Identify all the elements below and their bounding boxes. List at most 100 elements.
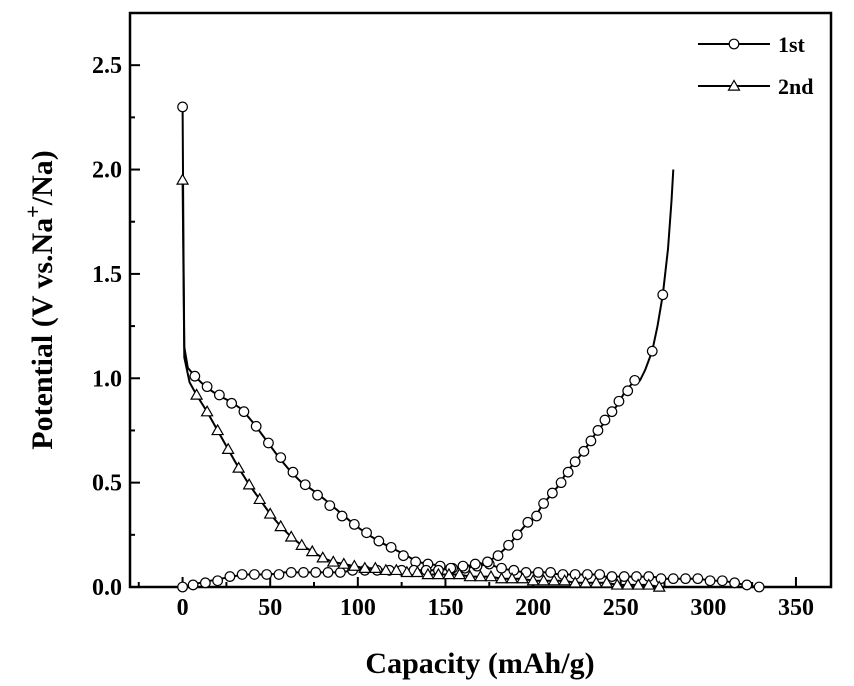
circle-marker xyxy=(716,575,728,587)
circle-marker xyxy=(373,535,385,547)
circle-marker xyxy=(594,569,606,580)
circle-marker xyxy=(522,516,534,528)
circle-marker xyxy=(532,566,544,578)
circle-marker xyxy=(578,445,590,457)
circle-marker xyxy=(546,487,558,499)
x-tick-label: 300 xyxy=(690,595,726,621)
circle-marker xyxy=(618,571,630,582)
circle-marker xyxy=(655,573,667,585)
circle-marker xyxy=(741,579,753,591)
x-axis-title: Capacity (mAh/g) xyxy=(365,647,594,680)
triangle-marker xyxy=(600,576,614,588)
triangle-marker xyxy=(579,576,593,588)
x-tick-label: 0 xyxy=(177,595,189,621)
circle-marker xyxy=(287,466,299,478)
circle-marker xyxy=(273,569,285,580)
circle-marker xyxy=(385,541,397,553)
triangle-marker xyxy=(200,404,214,417)
triangle-marker xyxy=(494,571,509,584)
triangle-marker xyxy=(368,561,382,573)
y-tick-label: 1.0 xyxy=(92,366,122,392)
circle-marker xyxy=(728,38,740,50)
y-tick-label: 2.0 xyxy=(92,158,122,184)
circle-marker xyxy=(177,101,188,113)
triangle-marker xyxy=(274,519,288,532)
y-tick-label: 2.5 xyxy=(92,53,122,79)
triangle-marker xyxy=(610,578,624,590)
triangle-marker xyxy=(652,580,666,592)
triangle-marker xyxy=(379,563,393,576)
circle-marker xyxy=(236,569,248,580)
circle-marker xyxy=(511,529,523,541)
circle-marker xyxy=(492,550,504,562)
circle-marker xyxy=(585,435,597,447)
triangle-marker xyxy=(526,574,540,586)
circle-marker xyxy=(606,571,618,582)
x-tick-label: 50 xyxy=(258,595,282,621)
triangle-marker xyxy=(242,478,256,490)
triangle-marker xyxy=(284,530,298,542)
triangle-marker xyxy=(463,569,477,582)
triangle-marker xyxy=(473,569,488,582)
triangle-marker xyxy=(221,442,235,454)
circle-marker xyxy=(729,577,741,589)
circle-marker xyxy=(599,414,611,426)
circle-marker xyxy=(469,558,481,570)
triangle-marker xyxy=(505,571,519,584)
triangle-marker xyxy=(537,574,551,586)
circle-marker xyxy=(592,425,604,436)
circle-marker xyxy=(212,575,224,587)
y-axis-title-superscript: + xyxy=(20,205,45,218)
y-tick-label: 0.5 xyxy=(92,471,122,497)
circle-marker xyxy=(646,345,658,357)
triangle-marker xyxy=(295,538,309,550)
circle-marker xyxy=(704,575,716,587)
circle-marker xyxy=(261,569,273,580)
triangle-marker xyxy=(253,492,267,505)
triangle-marker xyxy=(568,576,582,588)
circle-marker xyxy=(298,566,309,578)
plot-frame xyxy=(128,11,833,589)
series-2nd-discharge-line xyxy=(181,179,667,588)
circle-marker xyxy=(187,579,199,591)
x-tick-label: 200 xyxy=(515,595,551,621)
circle-marker xyxy=(299,479,311,491)
circle-marker xyxy=(263,437,274,449)
circle-marker xyxy=(285,566,297,578)
circle-marker xyxy=(613,395,625,407)
legend-label-1st: 1st xyxy=(778,32,806,57)
circle-marker xyxy=(238,406,250,418)
x-tick-label: 150 xyxy=(427,595,463,621)
triangle-marker xyxy=(589,576,603,588)
circle-marker xyxy=(667,573,679,585)
y-axis-title-prefix: Potential (V vs.Na xyxy=(26,218,59,450)
circle-marker xyxy=(555,477,567,489)
triangle-marker xyxy=(410,565,424,578)
triangle-marker xyxy=(631,578,645,590)
triangle-marker xyxy=(211,423,225,436)
circle-marker xyxy=(249,569,260,580)
legend: 1st 2nd xyxy=(698,32,813,99)
legend-label-2nd: 2nd xyxy=(778,74,813,99)
triangle-marker xyxy=(727,79,741,91)
circle-marker xyxy=(753,581,765,593)
triangle-marker xyxy=(316,551,330,563)
circle-marker xyxy=(250,420,262,432)
circle-marker xyxy=(569,456,581,468)
triangle-marker xyxy=(400,565,414,578)
circle-marker xyxy=(457,560,469,572)
circle-marker xyxy=(629,374,641,386)
triangle-marker xyxy=(558,574,572,586)
x-tick-label: 250 xyxy=(603,595,639,621)
circle-marker xyxy=(562,466,574,478)
circle-marker xyxy=(324,500,336,511)
x-tick-label: 350 xyxy=(778,595,814,621)
triangle-marker xyxy=(442,567,456,580)
triangle-marker xyxy=(326,555,340,567)
circle-marker xyxy=(538,498,549,509)
triangle-marker xyxy=(190,388,204,400)
circle-marker xyxy=(508,564,520,576)
circle-marker xyxy=(482,556,493,568)
circle-marker xyxy=(310,566,322,578)
